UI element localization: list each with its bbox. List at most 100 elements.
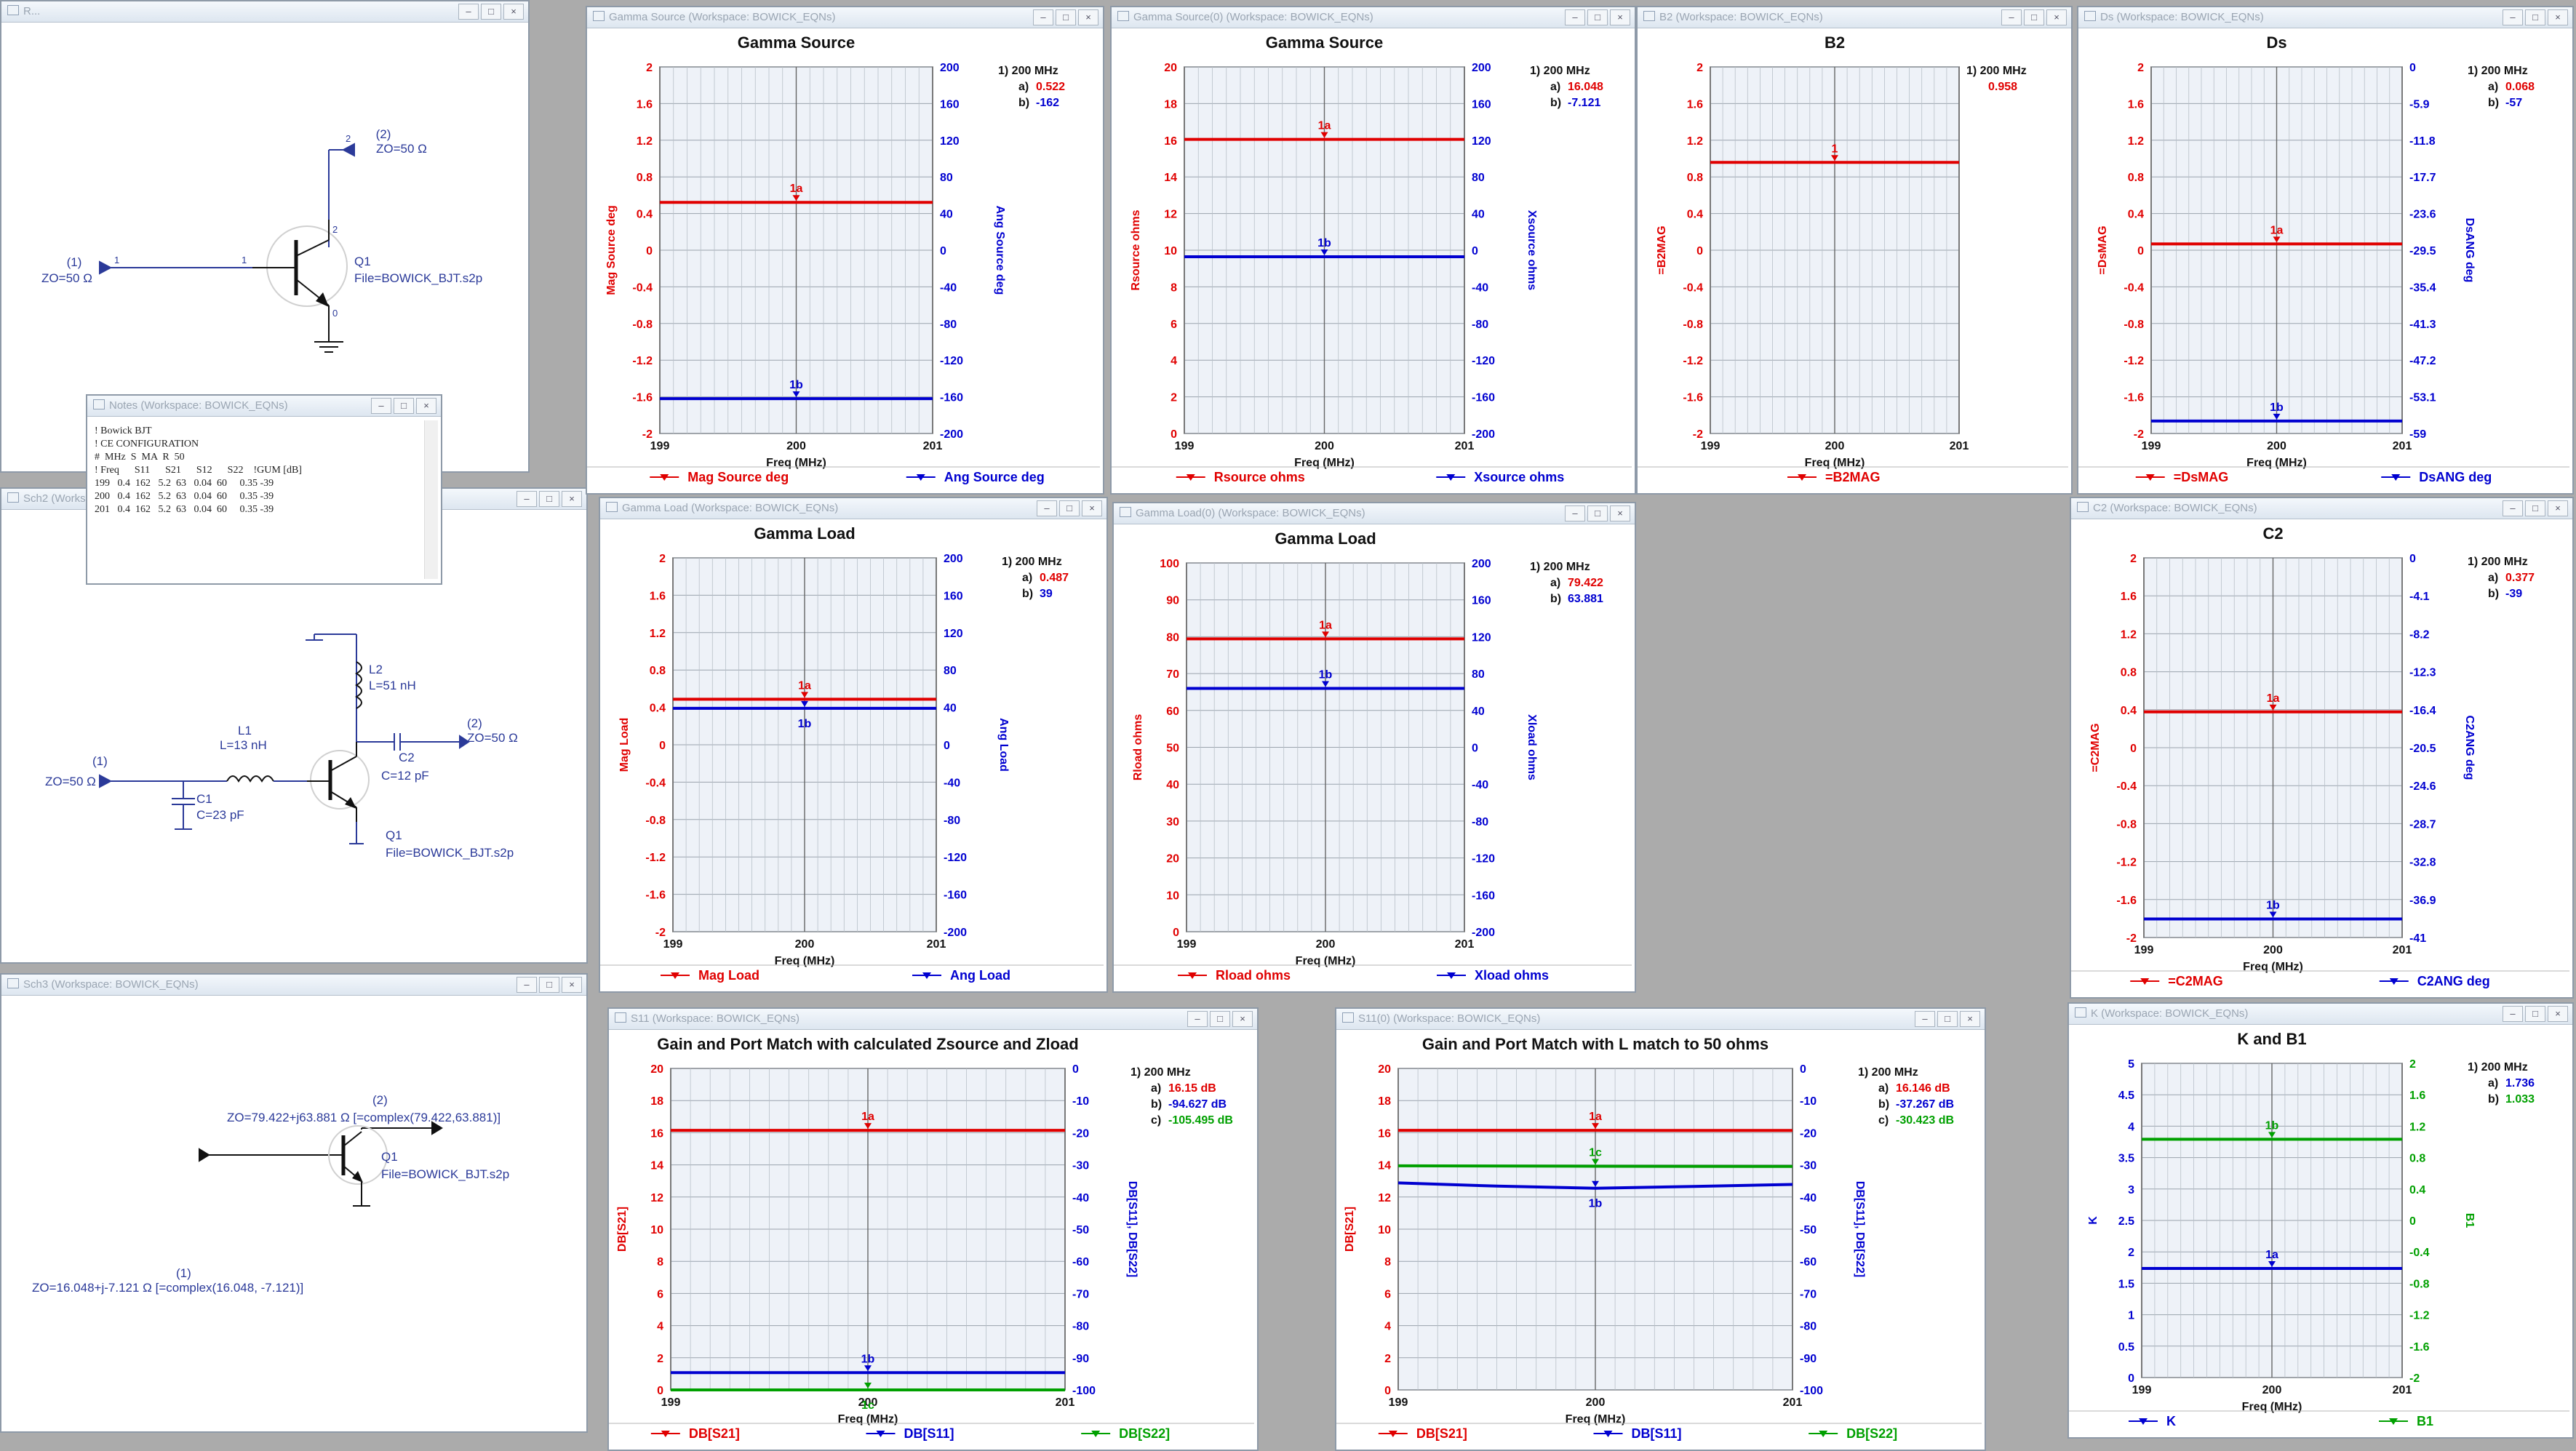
notes-text[interactable]: ! Bowick BJT ! CE CONFIGURATION # MHz S … <box>95 425 302 516</box>
minimize-button[interactable]: – <box>2001 9 2022 25</box>
legend-label[interactable]: C2ANG deg <box>2417 974 2490 988</box>
minimize-button[interactable]: – <box>371 398 391 414</box>
maximize-button[interactable]: □ <box>1587 9 1608 25</box>
title-bar[interactable]: Ds (Workspace: BOWICK_EQNs) – □ × <box>2078 7 2572 28</box>
title-bar[interactable]: Gamma Source (Workspace: BOWICK_EQNs) – □ × <box>587 7 1103 28</box>
maximize-button[interactable]: □ <box>394 398 414 414</box>
maximize-button[interactable]: □ <box>481 4 501 20</box>
marker-point[interactable] <box>864 1123 872 1130</box>
schematic-window-1[interactable]: R... – □ × (1) ZO=50 Ω (2) ZO=50 Ω <box>0 0 530 473</box>
maximize-button[interactable]: □ <box>2024 9 2044 25</box>
legend-label[interactable]: Mag Load <box>698 968 759 983</box>
legend-label[interactable]: =C2MAG <box>2168 974 2223 988</box>
legend-label[interactable]: K <box>2166 1414 2176 1428</box>
close-button[interactable]: × <box>1960 1011 1980 1027</box>
graph-window-gamma-source[interactable]: Gamma Source (Workspace: BOWICK_EQNs) – □ ×… <box>586 6 1104 495</box>
close-button[interactable]: × <box>503 4 524 20</box>
graph-window-s11[interactable]: S11 (Workspace: BOWICK_EQNs) – □ × Gain and … <box>607 1007 1259 1451</box>
marker-point[interactable] <box>1592 1159 1599 1165</box>
marker-point[interactable] <box>2269 704 2277 711</box>
graph-window-b2[interactable]: B2 (Workspace: BOWICK_EQNs) – □ × B2 2 1.6 1.2 0… <box>1636 6 2073 495</box>
maximize-button[interactable]: □ <box>2525 500 2545 516</box>
graph-canvas[interactable]: K and B1 5 2 4.5 1.6 4 1.2 3.5 0.8 3 0.4 2.5 0 2 -0.4 1… <box>2069 1024 2569 1434</box>
title-bar[interactable]: B2 (Workspace: BOWICK_EQNs) – □ × <box>1638 7 2071 28</box>
schematic-window-3[interactable]: Sch3 (Workspace: BOWICK_EQNs) – □ × (2) ZO… <box>0 973 588 1433</box>
marker-point[interactable] <box>2273 413 2281 420</box>
close-button[interactable]: × <box>1610 9 1630 25</box>
title-bar[interactable]: S11(0) (Workspace: BOWICK_EQNs) – □ × <box>1336 1009 1985 1030</box>
marker-point[interactable] <box>1320 132 1328 138</box>
title-bar[interactable]: Notes (Workspace: BOWICK_EQNs) – □ × <box>87 396 441 417</box>
graph-canvas[interactable]: Gain and Port Match with calculated Zsou… <box>609 1029 1254 1447</box>
legend-label[interactable]: Rload ohms <box>1216 968 1291 983</box>
minimize-button[interactable]: – <box>1037 500 1057 516</box>
minimize-button[interactable]: – <box>1915 1011 1935 1027</box>
close-button[interactable]: × <box>562 977 582 993</box>
title-bar[interactable]: Gamma Load (Workspace: BOWICK_EQNs) – □ × <box>600 498 1106 519</box>
graph-window-c2[interactable]: C2 (Workspace: BOWICK_EQNs) – □ × C2 2 0 1.6 -4.… <box>2070 497 2574 999</box>
title-bar[interactable]: K (Workspace: BOWICK_EQNs) – □ × <box>2069 1004 2572 1025</box>
minimize-button[interactable]: – <box>1565 505 1585 521</box>
marker-point[interactable] <box>864 1383 872 1388</box>
graph-canvas[interactable]: Gain and Port Match with L match to 50 o… <box>1336 1029 1982 1447</box>
minimize-button[interactable]: – <box>2503 500 2523 516</box>
title-bar[interactable]: Gamma Load(0) (Workspace: BOWICK_EQNs) – □… <box>1114 503 1635 524</box>
graph-canvas[interactable]: Ds 2 0 1.6 -5.9 1.2 -11.8 0.8 -17.7 0.4 -23.6 0 -29.… <box>2078 28 2569 490</box>
maximize-button[interactable]: □ <box>539 491 559 507</box>
minimize-button[interactable]: – <box>2503 1006 2523 1022</box>
close-button[interactable]: × <box>416 398 436 414</box>
maximize-button[interactable]: □ <box>539 977 559 993</box>
marker-point[interactable] <box>2268 1261 2276 1268</box>
marker-point[interactable] <box>864 1365 872 1372</box>
close-button[interactable]: × <box>2046 9 2067 25</box>
legend-label[interactable]: Rsource ohms <box>1214 470 1305 484</box>
graph-window-gamma-load[interactable]: Gamma Load (Workspace: BOWICK_EQNs) – □ × Ga… <box>599 497 1108 993</box>
close-button[interactable]: × <box>2548 9 2568 25</box>
legend-label[interactable]: Ang Load <box>950 968 1010 983</box>
graph-window-k-and-b1[interactable]: K (Workspace: BOWICK_EQNs) – □ × K and B1 5 2 4… <box>2067 1002 2574 1439</box>
graph-canvas[interactable]: Gamma Load 2 200 1.6 160 1.2 120 0.8 80 0.4 40 0 0 -0… <box>600 519 1104 988</box>
marker-point[interactable] <box>2273 236 2281 243</box>
legend-label[interactable]: DB[S21] <box>689 1426 740 1441</box>
maximize-button[interactable]: □ <box>1937 1011 1958 1027</box>
legend-label[interactable]: =B2MAG <box>1825 470 1881 484</box>
close-button[interactable]: × <box>1082 500 1102 516</box>
close-button[interactable]: × <box>1078 9 1098 25</box>
minimize-button[interactable]: – <box>2503 9 2523 25</box>
vertical-scrollbar[interactable] <box>424 420 438 579</box>
schematic-canvas[interactable]: (1) ZO=50 Ω (2) ZO=50 Ω 1 1 2 2 0 Q1 Fil… <box>1 22 525 465</box>
close-button[interactable]: × <box>2548 1006 2568 1022</box>
close-button[interactable]: × <box>1232 1011 1253 1027</box>
title-bar[interactable]: Gamma Source(0) (Workspace: BOWICK_EQNs)… <box>1112 7 1635 28</box>
maximize-button[interactable]: □ <box>2525 1006 2545 1022</box>
maximize-button[interactable]: □ <box>1056 9 1076 25</box>
legend-label[interactable]: B1 <box>2417 1414 2433 1428</box>
marker-point[interactable] <box>1592 1123 1599 1130</box>
title-bar[interactable]: Sch3 (Workspace: BOWICK_EQNs) – □ × <box>1 975 586 996</box>
legend-label[interactable]: DB[S21] <box>1416 1426 1467 1441</box>
schematic-canvas[interactable]: (1) ZO=50 Ω (2) ZO=50 Ω L1 L=13 nH L2 L=… <box>1 509 583 960</box>
close-button[interactable]: × <box>1610 505 1630 521</box>
close-button[interactable]: × <box>562 491 582 507</box>
schematic-canvas[interactable]: (2) ZO=79.422+j63.881 Ω [=complex(79.422… <box>1 995 583 1431</box>
legend-label[interactable]: DsANG deg <box>2419 470 2492 484</box>
graph-window-s11-0[interactable]: S11(0) (Workspace: BOWICK_EQNs) – □ × Gain a… <box>1335 1007 1986 1451</box>
title-bar[interactable]: C2 (Workspace: BOWICK_EQNs) – □ × <box>2071 498 2572 519</box>
minimize-button[interactable]: – <box>458 4 479 20</box>
graph-window-ds[interactable]: Ds (Workspace: BOWICK_EQNs) – □ × Ds 2 0 1.6 -5.… <box>2077 6 2574 495</box>
legend-label[interactable]: DB[S11] <box>904 1426 954 1441</box>
graph-window-gamma-load-0[interactable]: Gamma Load(0) (Workspace: BOWICK_EQNs) – □… <box>1112 502 1636 993</box>
marker-point[interactable] <box>2269 911 2277 918</box>
close-button[interactable]: × <box>2548 500 2568 516</box>
marker-point[interactable] <box>1320 249 1328 255</box>
minimize-button[interactable]: – <box>1033 9 1053 25</box>
marker-point[interactable] <box>792 195 800 201</box>
legend-label[interactable]: Xload ohms <box>1475 968 1549 983</box>
minimize-button[interactable]: – <box>517 491 537 507</box>
legend-label[interactable]: DB[S22] <box>1846 1426 1897 1441</box>
marker-point[interactable] <box>1322 631 1329 638</box>
legend-label[interactable]: Ang Source deg <box>944 470 1045 484</box>
graph-canvas[interactable]: Gamma Source 2 200 1.6 160 1.2 120 0.8 80 0.4 40 0 0… <box>587 28 1100 490</box>
legend-label[interactable]: =DsMAG <box>2174 470 2229 484</box>
